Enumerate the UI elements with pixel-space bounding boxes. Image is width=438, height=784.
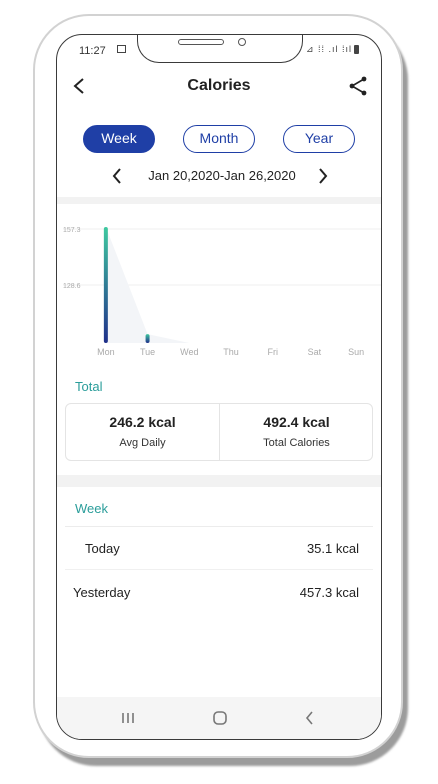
back-button[interactable] (67, 73, 93, 99)
x-tick-label: Fri (267, 347, 278, 357)
list-item[interactable]: Today 35.1 kcal (65, 529, 373, 569)
calories-chart: 157.3 128.6 Mon Tue Wed Thu Fri Sat Sun (57, 207, 381, 357)
chart-bars (103, 227, 150, 343)
previous-range-button[interactable] (107, 165, 127, 187)
list-item-name: Yesterday (73, 585, 131, 600)
x-tick-label: Wed (180, 347, 198, 357)
page-title: Calories (187, 77, 251, 94)
period-tabs: Week Month Year (57, 125, 381, 155)
chart-x-labels: Mon Tue Wed Thu Fri Sat Sun (97, 347, 364, 357)
chart-svg: 157.3 128.6 Mon Tue Wed Thu Fri Sat Sun (63, 227, 381, 357)
list-item-name: Today (85, 541, 120, 556)
week-section-label: Week (75, 501, 108, 516)
status-time: 11:27 (79, 45, 106, 57)
app-header: Calories (57, 69, 381, 105)
tab-year[interactable]: Year (283, 125, 355, 153)
y-tick-label: 157.3 (63, 227, 81, 234)
recent-apps-icon (122, 713, 134, 723)
chart-area-fill (105, 227, 357, 343)
list-item-value: 457.3 kcal (299, 585, 359, 600)
back-icon (305, 711, 313, 725)
x-tick-label: Thu (223, 347, 239, 357)
chart-bar-tue[interactable] (145, 334, 150, 343)
chart-area (105, 227, 357, 343)
battery-icon (354, 45, 359, 55)
total-summary-card: 246.2 kcal Avg Daily 492.4 kcal Total Ca… (65, 403, 373, 461)
chart-bar-mon[interactable] (103, 227, 108, 343)
x-tick-label: Sat (308, 347, 322, 357)
home-icon (213, 711, 227, 725)
avg-daily-value: 246.2 kcal (109, 414, 176, 430)
section-divider (57, 475, 381, 487)
tab-week[interactable]: Week (83, 125, 155, 153)
chart-y-labels: 157.3 128.6 (63, 227, 81, 290)
app-screen: 11:27 ⊿ ⁞⁞ .ıl ⁞ıl Calories Week Month Y… (56, 34, 382, 740)
x-tick-label: Sun (348, 347, 364, 357)
list-item[interactable]: Yesterday 457.3 kcal (65, 573, 373, 613)
chevron-right-icon (319, 168, 328, 184)
home-button[interactable] (207, 705, 233, 731)
section-divider (57, 197, 381, 204)
total-calories-label: Total Calories (263, 437, 330, 449)
signal-icons: ⊿ ⁞⁞ .ıl ⁞ıl (305, 44, 352, 54)
chevron-left-icon (112, 168, 121, 184)
image-notification-icon (117, 45, 126, 53)
total-section-label: Total (75, 379, 103, 394)
x-tick-label: Mon (97, 347, 115, 357)
avg-daily-label: Avg Daily (119, 437, 166, 449)
speaker-icon (178, 39, 224, 45)
share-icon (349, 76, 367, 96)
x-tick-label: Tue (140, 347, 155, 357)
total-calories-value: 492.4 kcal (263, 414, 330, 430)
nav-back-button[interactable] (297, 705, 323, 731)
date-range-text: Jan 20,2020-Jan 26,2020 (148, 168, 296, 183)
week-divider (65, 526, 373, 527)
next-range-button[interactable] (313, 165, 333, 187)
avg-daily-block: 246.2 kcal Avg Daily (66, 404, 219, 460)
camera-notch (137, 35, 303, 63)
tab-month[interactable]: Month (183, 125, 255, 153)
share-button[interactable] (345, 73, 371, 99)
total-calories-block: 492.4 kcal Total Calories (219, 404, 373, 460)
y-tick-label: 128.6 (63, 283, 81, 290)
recent-apps-button[interactable] (115, 705, 141, 731)
status-indicators: ⊿ ⁞⁞ .ıl ⁞ıl (306, 44, 359, 55)
chevron-left-icon (73, 78, 84, 94)
row-divider (65, 569, 373, 570)
date-range-selector: Jan 20,2020-Jan 26,2020 (57, 165, 381, 189)
list-item-value: 35.1 kcal (306, 541, 359, 556)
system-nav-bar (57, 697, 381, 739)
camera-icon (238, 38, 246, 46)
